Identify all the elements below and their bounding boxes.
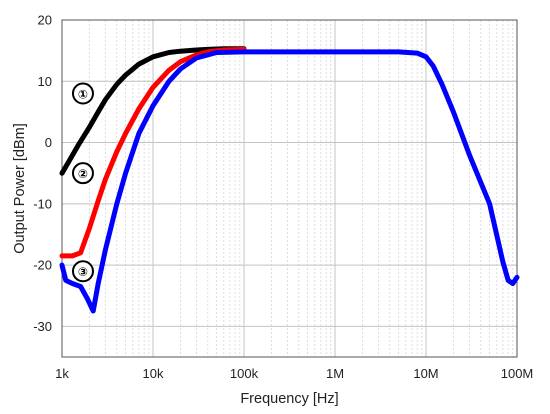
x-tick-label: 100k bbox=[230, 366, 259, 381]
y-tick-label: 10 bbox=[38, 74, 52, 89]
series-marker-label: ③ bbox=[78, 265, 88, 279]
x-tick-labels: 1k 10k 100k 1M 10M 100M bbox=[55, 366, 533, 381]
y-tick-labels: 20 10 0 -10 -20 -30 bbox=[33, 13, 52, 334]
grid-minor bbox=[62, 20, 517, 357]
series-line-2 bbox=[59, 46, 247, 259]
y-tick-label: -10 bbox=[33, 196, 52, 211]
annotation-layer: ① ② ③ bbox=[71, 82, 94, 283]
series-layer bbox=[59, 46, 520, 314]
series-marker-3: ③ bbox=[71, 260, 94, 283]
x-tick-label: 10k bbox=[143, 366, 164, 381]
series-marker-label: ② bbox=[78, 167, 88, 181]
series-marker-2: ② bbox=[71, 162, 94, 185]
x-tick-label: 1M bbox=[326, 366, 344, 381]
y-axis-title: Output Power [dBm] bbox=[12, 123, 28, 254]
y-tick-label: -20 bbox=[33, 258, 52, 273]
series-marker-circle bbox=[71, 162, 94, 185]
x-tick-label: 10M bbox=[413, 366, 438, 381]
x-axis-title: Frequency [Hz] bbox=[240, 391, 338, 407]
series-marker-circle bbox=[71, 260, 94, 283]
series-line-3 bbox=[59, 49, 520, 314]
y-tick-label: -30 bbox=[33, 319, 52, 334]
plot-frame bbox=[61, 19, 518, 358]
series-marker-1: ① bbox=[71, 82, 94, 105]
x-tick-label: 100M bbox=[501, 366, 534, 381]
series-marker-label: ① bbox=[78, 88, 88, 102]
y-tick-label: 20 bbox=[38, 13, 52, 28]
series-line-1 bbox=[59, 46, 247, 176]
y-tick-label: 0 bbox=[45, 135, 52, 150]
x-tick-label: 1k bbox=[55, 366, 69, 381]
series-marker-circle bbox=[71, 82, 94, 105]
